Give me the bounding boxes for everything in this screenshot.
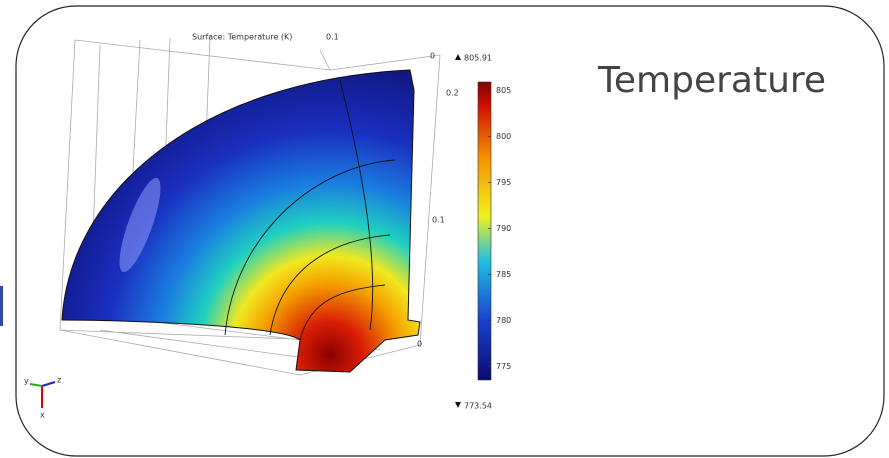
axis-label: 0.1 xyxy=(326,33,339,42)
slide-canvas: 805.91 773.54 Surface: Temperature (K) T… xyxy=(0,0,889,458)
axis-label: 0.2 xyxy=(446,89,459,98)
colorbar-ticks: 805 800 795 790 785 780 775 xyxy=(488,86,511,371)
axis-label: 0 xyxy=(417,340,422,349)
colorbar-tick-label: 780 xyxy=(496,316,511,325)
slide-title: Temperature xyxy=(597,60,826,101)
colorbar-min: 773.54 xyxy=(464,402,492,411)
axis-label: 0.1 xyxy=(432,216,445,225)
colorbar-max: 805.91 xyxy=(464,54,492,63)
plot-title: Surface: Temperature (K) xyxy=(192,33,292,42)
triad-label: y xyxy=(24,377,29,386)
colorbar-tick-label: 805 xyxy=(496,86,511,95)
colorbar-tick-label: 790 xyxy=(496,224,511,233)
colorbar-tick-label: 775 xyxy=(496,362,511,371)
edge-mark xyxy=(0,286,3,326)
axis-label: 0 xyxy=(430,52,435,61)
triad-label: x xyxy=(40,411,45,420)
max-arrow xyxy=(455,54,461,60)
triad-label: z xyxy=(57,376,61,385)
slide: 805.91 773.54 Surface: Temperature (K) T… xyxy=(0,0,889,458)
colorbar-tick-label: 795 xyxy=(496,178,511,187)
colorbar-tick-label: 800 xyxy=(496,132,511,141)
min-arrow xyxy=(455,402,461,408)
temperature-surface xyxy=(62,70,420,372)
colorbar-tick-label: 785 xyxy=(496,270,511,279)
colorbar xyxy=(478,82,491,380)
axis-triad: y z x xyxy=(24,376,61,420)
